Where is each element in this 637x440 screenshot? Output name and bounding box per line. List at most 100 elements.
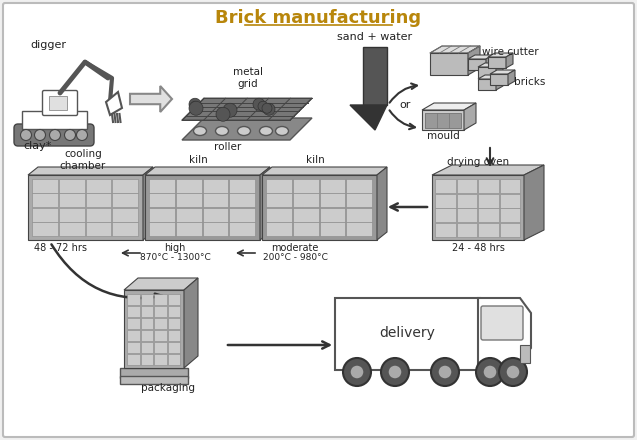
Bar [203, 208, 229, 221]
Polygon shape [350, 105, 387, 130]
Bar [59, 179, 85, 193]
Bar [229, 179, 255, 193]
Bar [154, 306, 167, 317]
Bar [262, 175, 377, 240]
Bar [176, 208, 202, 221]
Bar [168, 294, 180, 305]
Bar [347, 222, 372, 236]
Bar [320, 208, 345, 221]
Bar [266, 193, 292, 207]
Polygon shape [506, 53, 513, 68]
Bar [520, 345, 530, 363]
Ellipse shape [215, 127, 229, 136]
Circle shape [189, 98, 201, 110]
Polygon shape [145, 167, 270, 175]
Bar [145, 175, 260, 240]
Polygon shape [464, 103, 476, 130]
Circle shape [64, 129, 76, 140]
FancyBboxPatch shape [3, 3, 634, 437]
Polygon shape [430, 46, 480, 53]
Bar [229, 222, 255, 236]
Bar [435, 223, 455, 237]
Bar [203, 193, 229, 207]
Bar [141, 306, 154, 317]
Text: roller: roller [215, 142, 241, 152]
Bar [425, 113, 461, 128]
Bar [85, 193, 111, 207]
Bar [293, 222, 318, 236]
Bar [457, 179, 477, 193]
Polygon shape [496, 63, 503, 78]
Polygon shape [377, 167, 387, 240]
Bar [10, 35, 130, 150]
Text: 200°C - 980°C: 200°C - 980°C [262, 253, 327, 261]
Bar [28, 175, 143, 240]
FancyBboxPatch shape [43, 91, 78, 116]
Text: Brick manufacturing: Brick manufacturing [215, 9, 421, 27]
Bar [203, 179, 229, 193]
Bar [124, 290, 184, 368]
Bar [112, 193, 138, 207]
Bar [32, 179, 58, 193]
Bar [320, 179, 345, 193]
Polygon shape [422, 103, 476, 110]
Bar [85, 208, 111, 221]
Polygon shape [130, 86, 172, 112]
Text: sand + water: sand + water [338, 32, 413, 42]
Text: metal
grid: metal grid [233, 67, 263, 89]
Circle shape [343, 358, 371, 386]
Text: 48 - 72 hrs: 48 - 72 hrs [34, 243, 87, 253]
Polygon shape [143, 167, 153, 240]
Text: wire cutter: wire cutter [482, 47, 538, 57]
Polygon shape [432, 165, 544, 175]
Bar [490, 74, 508, 85]
Text: cooling
chamber: cooling chamber [60, 149, 106, 171]
Polygon shape [468, 46, 480, 75]
Bar [363, 47, 387, 105]
Bar [154, 342, 167, 353]
Bar [154, 318, 167, 329]
Bar [478, 179, 499, 193]
Circle shape [476, 358, 504, 386]
Bar [266, 222, 292, 236]
Circle shape [506, 365, 520, 379]
Bar [320, 222, 345, 236]
Ellipse shape [238, 127, 250, 136]
Bar [347, 208, 372, 221]
Bar [154, 330, 167, 341]
Bar [32, 193, 58, 207]
Circle shape [50, 129, 61, 140]
Bar [229, 193, 255, 207]
Bar [154, 354, 167, 365]
Bar [457, 223, 477, 237]
Circle shape [253, 98, 265, 110]
Circle shape [350, 365, 364, 379]
Bar [266, 179, 292, 193]
Bar [85, 179, 111, 193]
Bar [468, 59, 486, 70]
Bar [488, 57, 506, 68]
Text: kiln: kiln [189, 155, 208, 165]
Ellipse shape [259, 127, 273, 136]
Bar [478, 223, 499, 237]
Bar [430, 53, 468, 75]
Bar [435, 208, 455, 222]
Circle shape [76, 129, 87, 140]
Bar [293, 208, 318, 221]
Bar [432, 175, 524, 240]
Bar [85, 222, 111, 236]
Text: delivery: delivery [379, 326, 435, 340]
Polygon shape [182, 98, 312, 120]
Text: 870°C - 1300°C: 870°C - 1300°C [140, 253, 210, 261]
Bar [32, 208, 58, 221]
Text: kiln: kiln [306, 155, 324, 165]
Polygon shape [124, 278, 198, 290]
Polygon shape [486, 55, 493, 70]
Bar [266, 208, 292, 221]
Text: mould: mould [427, 131, 459, 141]
Bar [478, 67, 496, 78]
Polygon shape [508, 70, 515, 85]
Bar [112, 208, 138, 221]
Bar [149, 222, 175, 236]
Bar [59, 193, 85, 207]
